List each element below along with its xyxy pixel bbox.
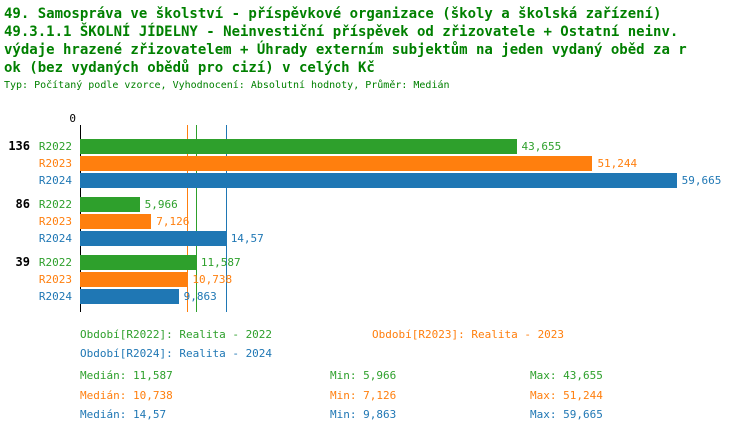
- bar-value-label: 43,655: [521, 140, 562, 153]
- series-label-r2024: R2024: [38, 174, 72, 187]
- legend-min-r2022: Min: 5,966: [330, 369, 397, 382]
- legend-max-r2023: Max: 51,244: [530, 389, 603, 402]
- bar-value-label: 11,587: [200, 256, 241, 269]
- bar-value-label: 51,244: [597, 157, 638, 170]
- bar-row: R2023 7,126: [0, 214, 750, 229]
- group-label-39: 39: [15, 255, 30, 269]
- report-header: 49. Samospráva ve školství - příspěvkové…: [4, 5, 687, 93]
- bar-r2022: [80, 139, 517, 154]
- bar-row: R2022 11,587: [0, 255, 750, 270]
- group-label-136: 136: [8, 139, 30, 153]
- chart-legend: Období[R2022]: Realita - 2022 Období[R20…: [0, 322, 750, 436]
- bar-r2023: [80, 272, 188, 287]
- bar-r2024: [80, 289, 179, 304]
- report-title-line-1: 49. Samospráva ve školství - příspěvkové…: [4, 6, 662, 22]
- bar-row: R2023 51,244: [0, 156, 750, 171]
- bar-row: R2023 10,738: [0, 272, 750, 287]
- value-axis-zero-label: 0: [69, 112, 76, 125]
- series-label-r2023: R2023: [38, 157, 72, 170]
- legend-min-r2023: Min: 7,126: [330, 389, 397, 402]
- bar-value-label: 59,665: [681, 174, 722, 187]
- median-line-r2023: [187, 125, 189, 312]
- bar-value-label: 10,738: [192, 273, 233, 286]
- median-line-r2022: [195, 125, 197, 312]
- bar-r2022: [80, 197, 140, 212]
- series-label-r2023: R2023: [38, 273, 72, 286]
- report-title-line-4: ok (bez vydaných obědů pro cizí) v celýc…: [4, 60, 375, 76]
- legend-median-r2023: Medián: 10,738: [80, 389, 173, 402]
- legend-max-r2022: Max: 43,655: [530, 369, 603, 382]
- legend-median-r2022: Medián: 11,587: [80, 369, 173, 382]
- bar-r2024: [80, 231, 226, 246]
- bar-row: R2024 59,665: [0, 173, 750, 188]
- bar-row: R2024 14,57: [0, 231, 750, 246]
- bar-row: R2024 9,863: [0, 289, 750, 304]
- bar-row: R2022 5,966: [0, 197, 750, 212]
- bar-r2024: [80, 173, 677, 188]
- bar-value-label: 14,57: [230, 232, 264, 245]
- bar-r2022: [80, 255, 196, 270]
- series-label-r2023: R2023: [38, 215, 72, 228]
- bar-chart: 0 136 86 39 R2022 43,655 R2023 51,244 R2…: [0, 112, 750, 318]
- report-title-line-2: 49.3.1.1 ŠKOLNÍ JÍDELNY - Neinvestiční p…: [4, 24, 679, 40]
- bar-r2023: [80, 214, 152, 229]
- report-meta-line: Typ: Počítaný podle vzorce, Vyhodnocení:…: [4, 80, 450, 91]
- legend-period-r2022: Období[R2022]: Realita - 2022: [80, 328, 273, 341]
- legend-median-r2024: Medián: 14,57: [80, 408, 167, 421]
- series-label-r2024: R2024: [38, 232, 72, 245]
- group-label-86: 86: [15, 197, 30, 211]
- series-label-r2022: R2022: [38, 140, 72, 153]
- bar-value-label: 7,126: [156, 215, 190, 228]
- legend-min-r2024: Min: 9,863: [330, 408, 397, 421]
- series-label-r2022: R2022: [38, 198, 72, 211]
- legend-period-r2023: Období[R2023]: Realita - 2023: [372, 328, 565, 341]
- legend-max-r2024: Max: 59,665: [530, 408, 603, 421]
- series-label-r2024: R2024: [38, 290, 72, 303]
- legend-period-r2024: Období[R2024]: Realita - 2024: [80, 347, 273, 360]
- median-line-r2024: [225, 125, 227, 312]
- report-title-line-3: výdaje hrazené zřizovatelem + Úhrady ext…: [4, 42, 687, 58]
- series-label-r2022: R2022: [38, 256, 72, 269]
- bar-value-label: 5,966: [144, 198, 178, 211]
- bar-value-label: 9,863: [183, 290, 217, 303]
- bar-row: R2022 43,655: [0, 139, 750, 154]
- bar-r2023: [80, 156, 593, 171]
